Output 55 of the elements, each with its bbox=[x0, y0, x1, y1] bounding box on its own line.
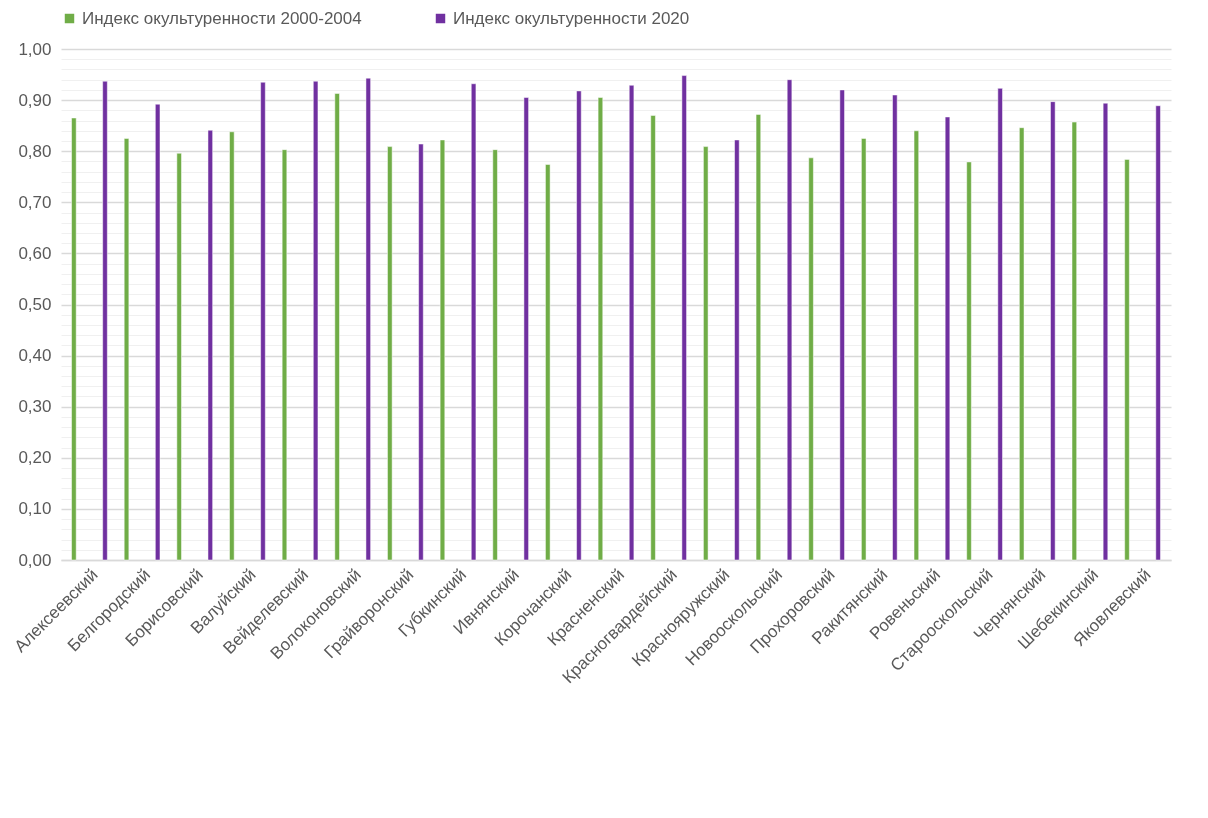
bar bbox=[229, 131, 235, 561]
y-tick-label: 0,80 bbox=[18, 141, 52, 161]
legend-label: Индекс окультуренности 2020 bbox=[453, 8, 690, 28]
bar bbox=[966, 161, 972, 561]
bar bbox=[155, 103, 161, 561]
bar bbox=[207, 130, 213, 561]
y-tick-label: 0,90 bbox=[18, 90, 52, 110]
bar bbox=[313, 80, 319, 561]
bar bbox=[808, 157, 814, 561]
bar bbox=[597, 97, 604, 561]
y-tick-label: 0,70 bbox=[18, 192, 52, 212]
legend-label: Индекс окультуренности 2000-2004 bbox=[82, 8, 362, 28]
y-tick-label: 0,40 bbox=[18, 346, 52, 366]
bar bbox=[387, 146, 393, 561]
y-tick-label: 0,00 bbox=[18, 550, 52, 570]
bar bbox=[913, 130, 919, 561]
bar bbox=[839, 89, 845, 561]
bar bbox=[892, 94, 898, 561]
bar bbox=[1019, 127, 1025, 561]
y-tick-label: 0,10 bbox=[18, 499, 52, 519]
bar bbox=[1102, 102, 1109, 561]
bar bbox=[176, 152, 182, 561]
bar bbox=[523, 97, 529, 561]
bar bbox=[545, 164, 551, 561]
bar bbox=[123, 138, 130, 561]
bar bbox=[786, 79, 793, 561]
bar bbox=[439, 139, 446, 561]
bar bbox=[1050, 101, 1056, 561]
bar bbox=[861, 138, 867, 561]
bar bbox=[418, 143, 424, 561]
bar bbox=[71, 117, 77, 561]
bar bbox=[102, 80, 108, 561]
bar bbox=[703, 146, 709, 561]
y-tick-label: 1,00 bbox=[18, 39, 52, 59]
bar bbox=[492, 149, 498, 561]
bar bbox=[260, 81, 266, 561]
y-tick-label: 0,60 bbox=[18, 243, 52, 263]
bar bbox=[944, 116, 951, 561]
bar bbox=[1124, 159, 1130, 561]
bar bbox=[734, 139, 740, 561]
bar bbox=[334, 93, 340, 561]
bar bbox=[365, 77, 371, 561]
bar bbox=[576, 90, 582, 561]
y-tick-label: 0,30 bbox=[18, 397, 52, 417]
bar bbox=[281, 149, 288, 561]
bar bbox=[628, 85, 635, 561]
y-tick-label: 0,20 bbox=[18, 448, 52, 468]
bar bbox=[681, 75, 687, 561]
bar bbox=[755, 114, 761, 561]
bar bbox=[1071, 121, 1077, 561]
bar bbox=[1155, 105, 1161, 561]
y-tick-label: 0,50 bbox=[18, 295, 52, 314]
bar bbox=[650, 115, 656, 561]
bar bbox=[997, 88, 1003, 561]
bar bbox=[471, 83, 477, 561]
